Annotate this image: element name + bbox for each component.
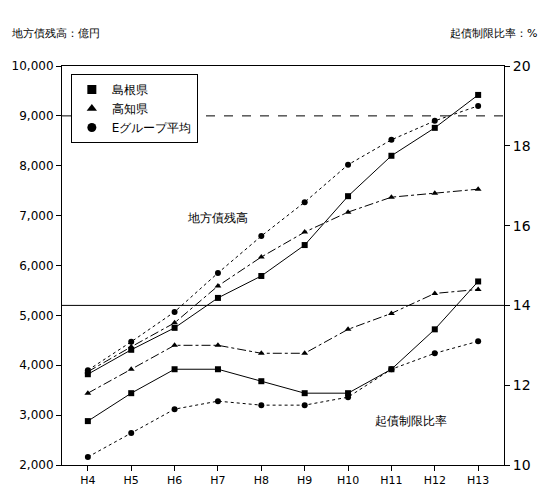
svg-text:Eグループ平均: Eグループ平均 bbox=[112, 121, 192, 135]
svg-text:起債制限比率：%: 起債制限比率：% bbox=[450, 27, 537, 40]
svg-text:8,000: 8,000 bbox=[19, 159, 53, 173]
svg-text:20: 20 bbox=[513, 58, 531, 74]
svg-text:H9: H9 bbox=[297, 474, 312, 487]
svg-text:9,000: 9,000 bbox=[19, 109, 53, 123]
svg-text:H6: H6 bbox=[167, 474, 182, 487]
svg-text:18: 18 bbox=[513, 138, 531, 154]
svg-text:14: 14 bbox=[513, 297, 531, 313]
svg-text:10,000: 10,000 bbox=[12, 59, 54, 73]
svg-text:高知県: 高知県 bbox=[112, 102, 148, 116]
svg-text:H5: H5 bbox=[124, 474, 139, 487]
svg-text:H13: H13 bbox=[467, 474, 489, 487]
svg-text:H7: H7 bbox=[210, 474, 225, 487]
svg-text:地方債残高: 地方債残高 bbox=[187, 211, 248, 225]
svg-text:起債制限比率: 起債制限比率 bbox=[375, 414, 447, 428]
svg-text:地方債残高：億円: 地方債残高：億円 bbox=[11, 27, 100, 40]
svg-text:12: 12 bbox=[513, 377, 531, 393]
svg-text:6,000: 6,000 bbox=[19, 259, 53, 273]
svg-text:10: 10 bbox=[513, 457, 531, 473]
svg-text:3,000: 3,000 bbox=[19, 408, 53, 422]
svg-text:H12: H12 bbox=[424, 474, 446, 487]
svg-text:5,000: 5,000 bbox=[19, 309, 53, 323]
svg-text:H11: H11 bbox=[380, 474, 402, 487]
svg-text:16: 16 bbox=[513, 218, 531, 234]
svg-text:H4: H4 bbox=[80, 474, 95, 487]
svg-text:H10: H10 bbox=[337, 474, 359, 487]
svg-text:7,000: 7,000 bbox=[19, 209, 53, 223]
svg-text:2,000: 2,000 bbox=[19, 458, 53, 472]
svg-text:4,000: 4,000 bbox=[19, 358, 53, 372]
svg-text:島根県: 島根県 bbox=[112, 83, 148, 97]
svg-text:H8: H8 bbox=[254, 474, 269, 487]
